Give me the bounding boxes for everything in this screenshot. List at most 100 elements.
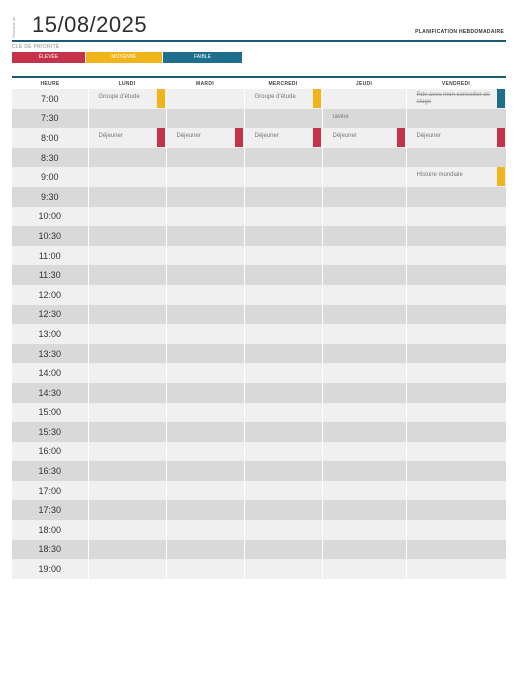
slot-thursday[interactable] [321, 147, 406, 168]
slot-friday[interactable] [405, 147, 506, 168]
slot-thursday[interactable] [321, 304, 406, 325]
slot-friday[interactable] [405, 284, 506, 305]
slot-friday[interactable] [405, 480, 506, 501]
slot-tuesday[interactable] [165, 265, 244, 285]
slot-friday[interactable]: Rdv avec mon conseiller de stage [405, 89, 506, 109]
slot-friday[interactable] [405, 382, 506, 403]
slot-friday[interactable] [405, 206, 506, 227]
slot-thursday[interactable] [321, 284, 406, 305]
slot-wednesday[interactable] [243, 480, 322, 501]
slot-thursday[interactable] [321, 402, 406, 423]
slot-thursday[interactable] [321, 520, 406, 540]
slot-wednesday[interactable] [243, 422, 322, 442]
slot-tuesday[interactable] [165, 89, 244, 109]
slot-tuesday[interactable] [165, 245, 244, 266]
slot-friday[interactable]: Histoire mondiale [405, 167, 506, 187]
slot-thursday[interactable] [321, 382, 406, 403]
slot-tuesday[interactable] [165, 480, 244, 501]
slot-thursday[interactable] [321, 324, 406, 344]
slot-friday[interactable] [405, 226, 506, 246]
slot-monday[interactable] [87, 382, 166, 403]
slot-monday[interactable] [87, 520, 166, 540]
slot-tuesday[interactable] [165, 539, 244, 560]
slot-wednesday[interactable]: Déjeuner [243, 128, 322, 148]
slot-monday[interactable] [87, 461, 166, 481]
slot-tuesday[interactable] [165, 226, 244, 246]
slot-friday[interactable] [405, 559, 506, 579]
slot-thursday[interactable]: ravine [321, 108, 406, 129]
slot-tuesday[interactable] [165, 382, 244, 403]
slot-friday[interactable]: Déjeuner [405, 128, 506, 148]
slot-wednesday[interactable] [243, 245, 322, 266]
slot-tuesday[interactable] [165, 441, 244, 462]
slot-thursday[interactable] [321, 167, 406, 187]
slot-wednesday[interactable] [243, 167, 322, 187]
slot-wednesday[interactable] [243, 147, 322, 168]
slot-friday[interactable] [405, 324, 506, 344]
slot-thursday[interactable] [321, 559, 406, 579]
slot-monday[interactable] [87, 108, 166, 129]
slot-monday[interactable] [87, 422, 166, 442]
slot-monday[interactable] [87, 363, 166, 383]
slot-friday[interactable] [405, 265, 506, 285]
slot-wednesday[interactable] [243, 500, 322, 521]
slot-thursday[interactable] [321, 461, 406, 481]
slot-tuesday[interactable] [165, 363, 244, 383]
slot-tuesday[interactable] [165, 402, 244, 423]
slot-thursday[interactable] [321, 500, 406, 521]
slot-monday[interactable] [87, 500, 166, 521]
slot-monday[interactable] [87, 206, 166, 227]
slot-monday[interactable] [87, 265, 166, 285]
slot-wednesday[interactable]: Groupe d'étude [243, 89, 322, 109]
slot-wednesday[interactable] [243, 265, 322, 285]
slot-friday[interactable] [405, 461, 506, 481]
slot-thursday[interactable] [321, 343, 406, 364]
slot-monday[interactable] [87, 324, 166, 344]
slot-thursday[interactable] [321, 245, 406, 266]
slot-thursday[interactable] [321, 539, 406, 560]
slot-tuesday[interactable] [165, 559, 244, 579]
slot-friday[interactable] [405, 500, 506, 521]
slot-thursday[interactable] [321, 480, 406, 501]
slot-wednesday[interactable] [243, 461, 322, 481]
slot-friday[interactable] [405, 402, 506, 423]
slot-wednesday[interactable] [243, 206, 322, 227]
slot-tuesday[interactable] [165, 147, 244, 168]
slot-tuesday[interactable] [165, 422, 244, 442]
slot-thursday[interactable] [321, 89, 406, 109]
slot-friday[interactable] [405, 539, 506, 560]
slot-monday[interactable] [87, 559, 166, 579]
slot-tuesday[interactable] [165, 108, 244, 129]
week-date[interactable]: 15/08/2025 [32, 12, 148, 37]
slot-friday[interactable] [405, 441, 506, 462]
slot-tuesday[interactable] [165, 167, 244, 187]
slot-tuesday[interactable] [165, 186, 244, 207]
slot-thursday[interactable] [321, 441, 406, 462]
slot-wednesday[interactable] [243, 402, 322, 423]
slot-monday[interactable] [87, 441, 166, 462]
slot-thursday[interactable]: Déjeuner [321, 128, 406, 148]
slot-wednesday[interactable] [243, 343, 322, 364]
slot-wednesday[interactable] [243, 441, 322, 462]
slot-friday[interactable] [405, 245, 506, 266]
slot-wednesday[interactable] [243, 186, 322, 207]
slot-monday[interactable] [87, 284, 166, 305]
slot-thursday[interactable] [321, 363, 406, 383]
slot-monday[interactable] [87, 304, 166, 325]
slot-tuesday[interactable] [165, 206, 244, 227]
slot-monday[interactable] [87, 402, 166, 423]
slot-wednesday[interactable] [243, 363, 322, 383]
slot-wednesday[interactable] [243, 520, 322, 540]
slot-tuesday[interactable] [165, 284, 244, 305]
slot-thursday[interactable] [321, 265, 406, 285]
slot-tuesday[interactable]: Déjeuner [165, 128, 244, 148]
slot-wednesday[interactable] [243, 108, 322, 129]
slot-wednesday[interactable] [243, 304, 322, 325]
slot-tuesday[interactable] [165, 461, 244, 481]
slot-monday[interactable] [87, 147, 166, 168]
slot-tuesday[interactable] [165, 304, 244, 325]
slot-wednesday[interactable] [243, 284, 322, 305]
slot-friday[interactable] [405, 304, 506, 325]
slot-monday[interactable] [87, 167, 166, 187]
slot-wednesday[interactable] [243, 226, 322, 246]
